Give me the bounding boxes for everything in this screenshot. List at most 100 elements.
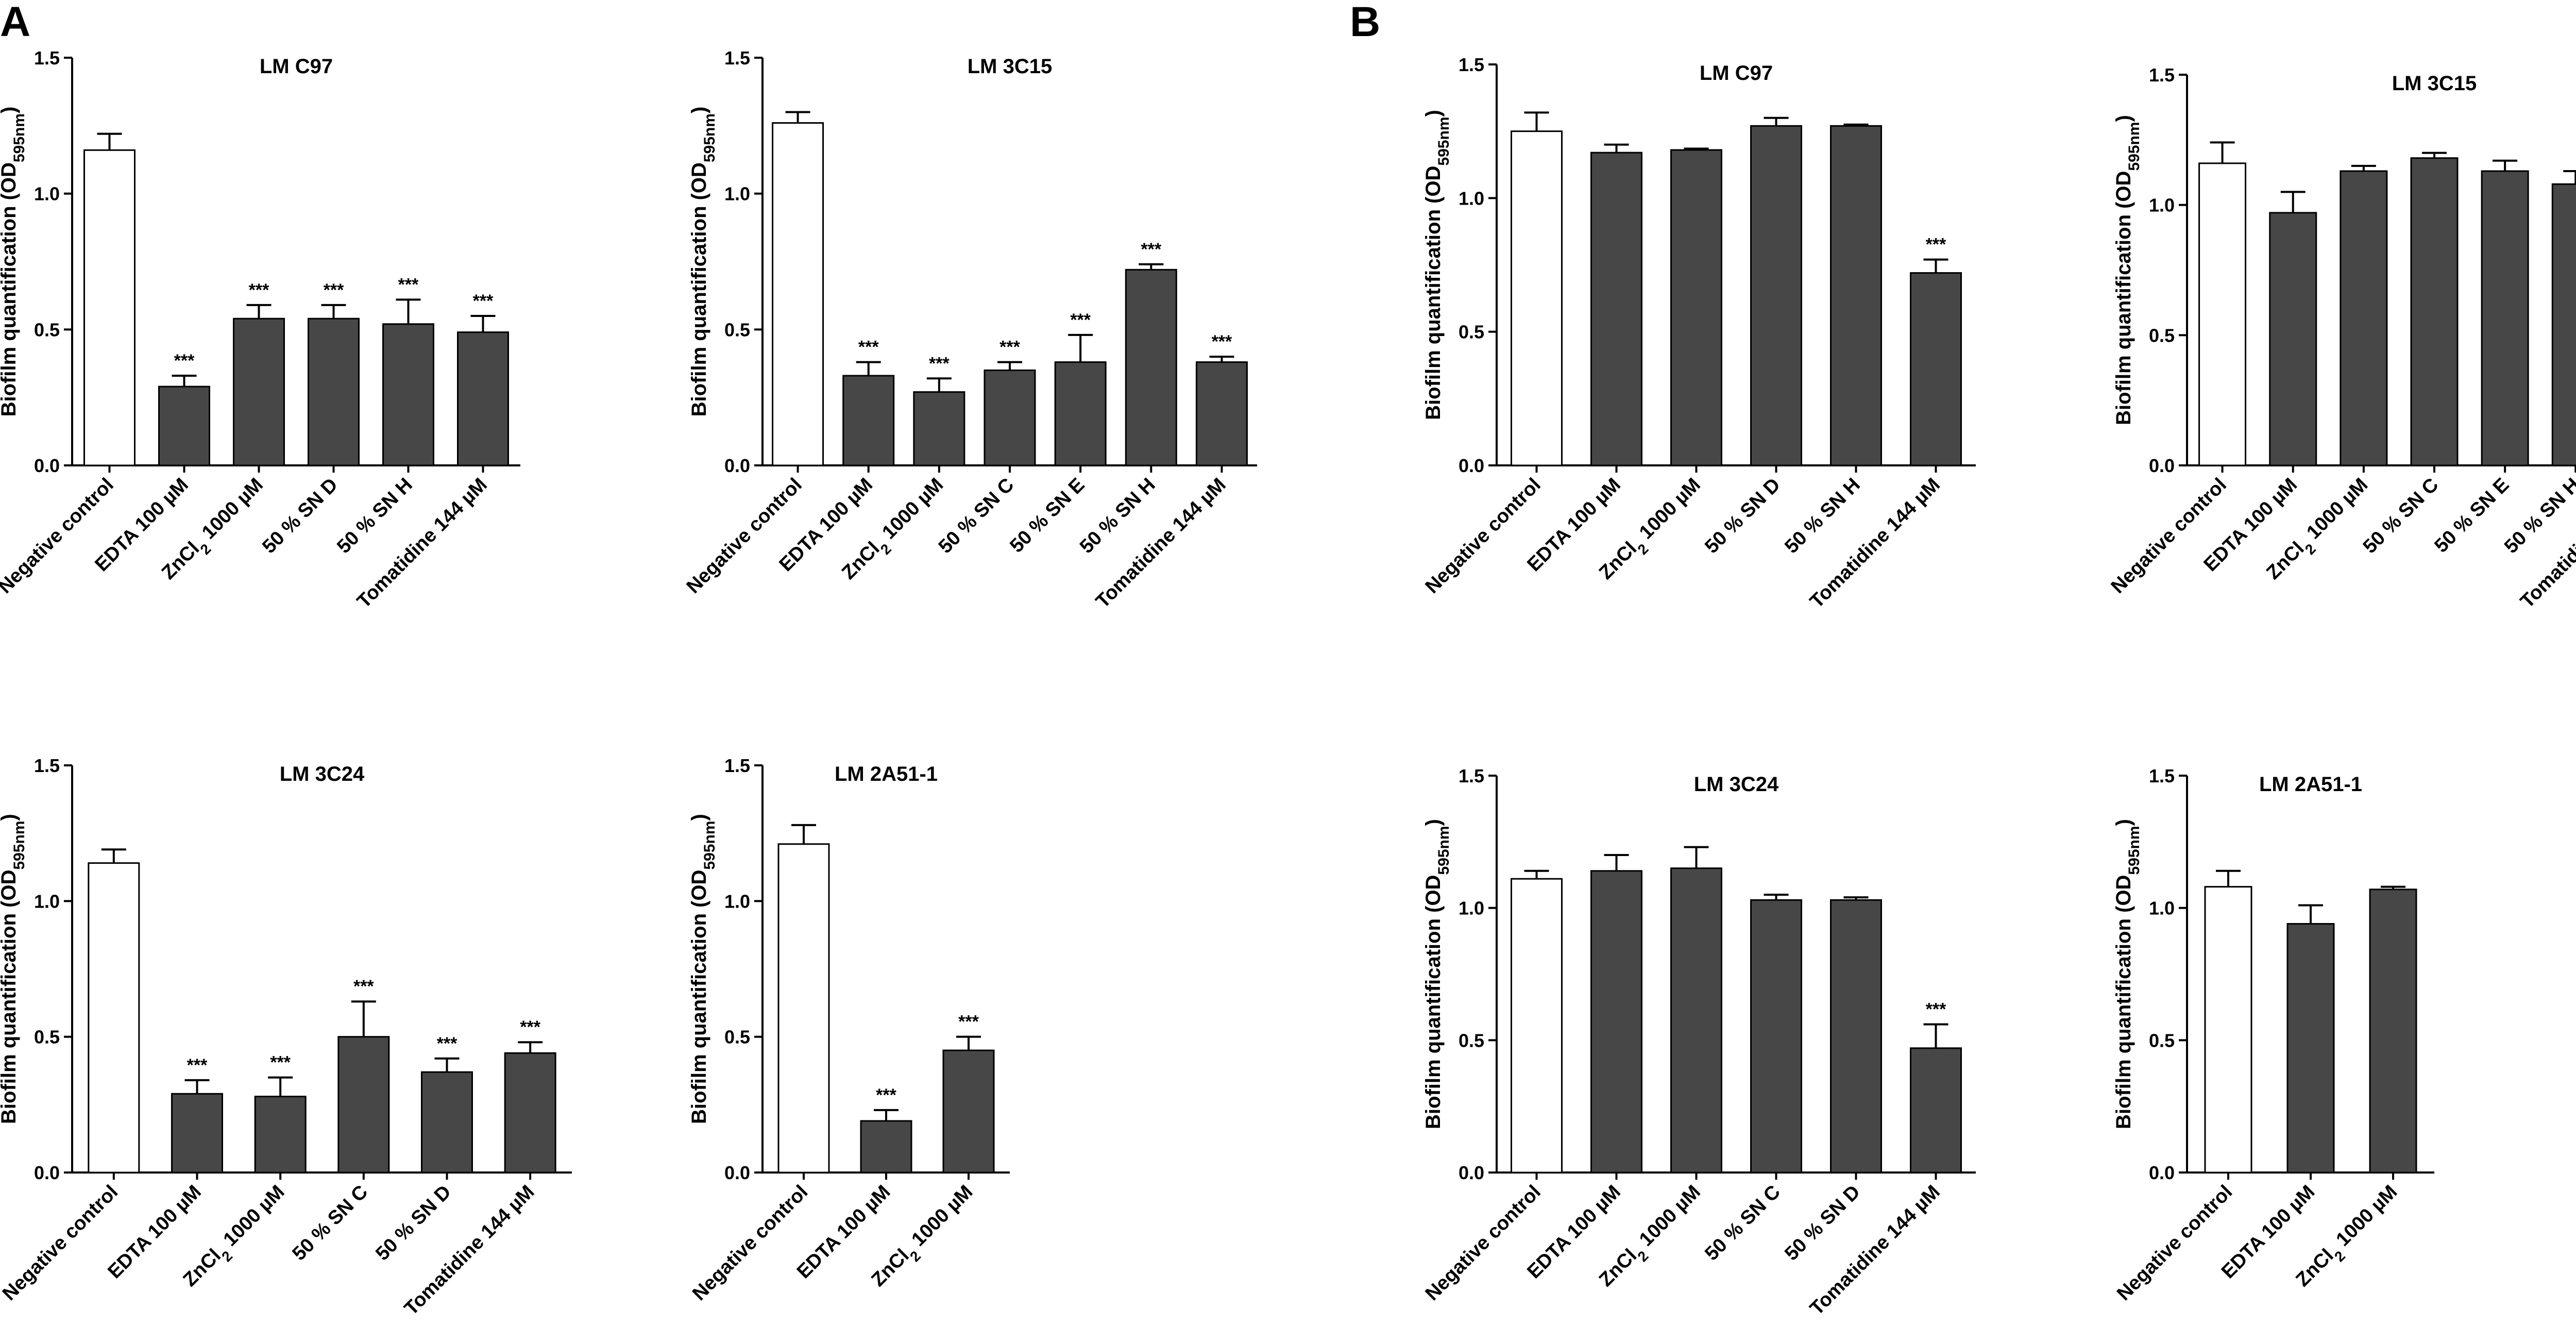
bar-treatment [1830,899,1882,1174]
category-label: 50 % SN D [1701,474,1785,558]
category-label: 50 % SN H [1781,474,1865,558]
bar-treatment [913,391,965,466]
bar-treatment [1750,899,1802,1174]
category-label: 50 % SN C [935,474,1019,558]
significance-marker: *** [437,1034,457,1053]
significance-marker: *** [270,1053,291,1073]
category-label: 50 % SN D [258,474,342,558]
y-tick-label: 0.5 [2149,325,2175,346]
category-label: Negative control [0,1181,122,1305]
y-tick-label: 0.0 [724,455,750,476]
category-label: 50 % SN C [1701,1181,1785,1265]
bar-treatment [1670,867,1722,1174]
bar-treatment [1830,125,1882,466]
y-tick-label: 1.5 [2149,64,2175,86]
category-label: 50 % SN E [1006,474,1089,557]
bar-treatment [171,1093,223,1174]
y-axis-label: Biofilm quantification (OD595nm) [0,814,28,1124]
chart-title: LM 3C15 [2392,72,2477,95]
chart-5: LM 3C24 0.0 0.5 1.0 1.5 Biofilm quantificatio… [0,755,572,1319]
significance-marker: *** [999,338,1020,357]
bar-treatment [984,369,1036,466]
y-tick-label: 0.0 [724,1162,750,1183]
significance-marker: *** [324,280,344,300]
bar-treatment [2286,923,2335,1174]
bar-treatment [2481,170,2529,466]
significance-marker: *** [858,338,879,357]
category-label: Negative control [0,474,118,598]
significance-marker: *** [353,977,374,996]
y-axis-label: Biofilm quantification (OD595nm) [2112,115,2143,425]
bar-control [777,843,830,1174]
y-tick-label: 1.0 [2149,195,2175,216]
significance-marker: *** [929,354,950,373]
bar-treatment [337,1036,390,1174]
bar-treatment [1750,125,1802,466]
bar-treatment [1590,152,1642,466]
category-label: Negative control [2113,1181,2236,1305]
chart-7: LM 3C24 0.0 0.5 1.0 1.5 Biofilm quantificatio… [1421,765,1976,1319]
y-tick-label: 1.0 [1459,188,1484,209]
y-tick-label: 1.0 [2149,898,2175,919]
y-tick-label: 1.5 [34,47,60,69]
y-tick-label: 0.5 [34,319,60,340]
y-tick-label: 1.0 [1459,898,1484,919]
bar-control [772,122,824,466]
y-tick-label: 0.0 [2149,455,2175,476]
bar-treatment [2369,889,2417,1174]
bar-treatment [1195,361,1248,466]
significance-marker: *** [520,1017,540,1037]
bar-treatment [842,375,895,466]
chart-3: LM C97 0.0 0.5 1.0 1.5 Biofilm quantification… [1421,54,1976,612]
y-tick-label: 0.5 [724,1027,750,1048]
y-tick-label: 0.5 [2149,1030,2175,1051]
bar-treatment [2410,157,2459,466]
y-axis-label: Biofilm quantification (OD595nm) [1422,819,1452,1129]
chart-title: LM 2A51-1 [835,763,938,785]
bar-control [1511,878,1563,1174]
chart-6: LM 2A51-1 0.0 0.5 1.0 1.5 Biofilm quantificat… [688,755,1010,1305]
bar-treatment [942,1049,995,1174]
bar-treatment [1910,1047,1962,1174]
y-axis-label: Biofilm quantification (OD595nm) [1422,110,1452,420]
bar-control [2198,162,2247,466]
category-label: 50 % SN C [2359,474,2443,558]
bar-control [2204,886,2252,1174]
bar-treatment [2269,212,2317,466]
significance-marker: *** [1212,332,1232,351]
y-tick-label: 0.0 [2149,1162,2175,1183]
chart-title: LM 2A51-1 [2259,773,2362,796]
y-tick-label: 1.0 [724,891,750,912]
chart-2: LM 3C15 0.0 0.5 1.0 1.5 Biofilm quantificatio… [683,47,1257,612]
chart-title: LM 3C15 [968,55,1053,78]
chart-4: LM 3C15 0.0 0.5 1.0 1.5 Biofilm quantificatio… [2107,64,2576,612]
chart-1: LM C97 0.0 0.5 1.0 1.5 Biofilm quantification… [0,47,520,612]
y-tick-label: 0.0 [1459,1162,1484,1183]
category-label: Negative control [688,1181,812,1305]
bar-control [83,149,135,466]
significance-marker: *** [1141,240,1161,259]
bar-control [88,862,140,1174]
bar-treatment [158,386,210,466]
bar-treatment [1054,361,1107,466]
bar-treatment [2551,183,2576,466]
bar-treatment [1670,149,1722,466]
category-label: 50 % SN E [2430,474,2513,557]
y-tick-label: 1.5 [34,755,60,776]
significance-marker: *** [187,1056,208,1075]
bar-treatment [457,331,509,466]
category-label: Negative control [683,474,806,598]
chart-title: LM 3C24 [280,763,365,785]
y-tick-label: 0.5 [724,319,750,340]
category-label: 50 % SN C [289,1181,372,1265]
category-label: Negative control [1421,1181,1545,1305]
significance-marker: *** [398,275,419,294]
bar-treatment [382,323,434,466]
chart-title: LM 3C24 [1694,773,1779,796]
panel-label-b: B [1350,0,1380,45]
significance-marker: *** [1926,1000,1946,1019]
chart-title: LM C97 [1700,62,1773,85]
chart-title: LM C97 [260,55,333,78]
y-axis-label: Biofilm quantification (OD595nm) [688,107,718,417]
